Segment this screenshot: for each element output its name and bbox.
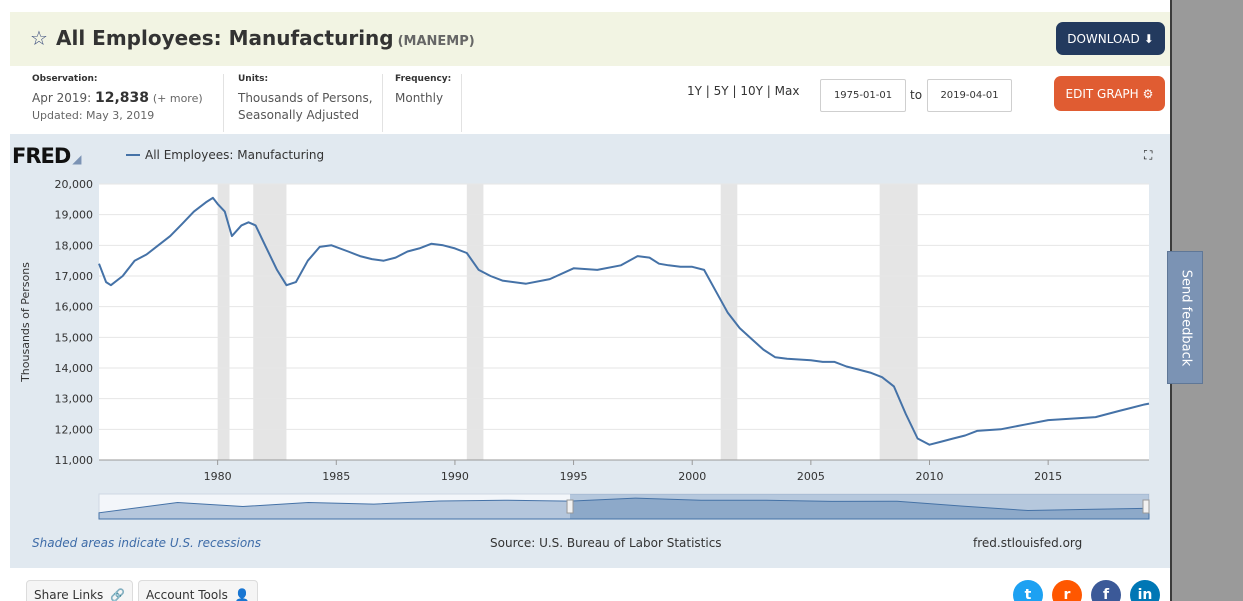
range-sep-3: | xyxy=(766,84,771,98)
y-tick-label-3: 14,000 xyxy=(55,362,94,375)
recession-band-1 xyxy=(253,184,287,460)
star-icon[interactable]: ☆ xyxy=(30,26,48,50)
y-tick-label-4: 15,000 xyxy=(55,331,94,344)
x-tick-label-7: 2015 xyxy=(1034,470,1062,483)
frequency-value: Monthly xyxy=(395,91,444,105)
download-icon: ⬇ xyxy=(1143,31,1154,46)
chart-svg: 11,000 12,000 13,000 14,000 15,000 16,000 17,0… xyxy=(19,178,1150,520)
navigator-handle-left xyxy=(566,499,574,514)
range-max[interactable]: Max xyxy=(774,84,800,98)
observation-date: Apr 2019: xyxy=(32,91,92,105)
range-sep-1: | xyxy=(705,84,710,98)
edit-graph-button[interactable]: EDIT GRAPH ⚙ xyxy=(1054,76,1165,111)
linkedin-icon[interactable]: in xyxy=(1130,580,1160,601)
observation-value: 12,838 xyxy=(94,90,150,106)
x-tick-label-3: 1995 xyxy=(560,470,588,483)
fullscreen-icon[interactable]: ⛶ xyxy=(1144,148,1153,162)
units-line2: Seasonally Adjusted xyxy=(238,108,360,122)
legend-label: All Employees: Manufacturing xyxy=(145,148,325,162)
navigator-series xyxy=(98,497,1150,520)
header-band xyxy=(10,12,1170,66)
y-tick-label-0: 11,000 xyxy=(55,454,94,467)
facebook-icon[interactable]: f xyxy=(1091,580,1121,601)
units-block: Units: Thousands of Persons, Seasonally … xyxy=(238,74,383,132)
legend-line-swatch xyxy=(126,154,140,156)
series-line-manufacturing xyxy=(98,196,1150,446)
x-tick-label-0: 1980 xyxy=(204,470,232,483)
recession-band-2 xyxy=(466,184,484,460)
range-10y[interactable]: 10Y xyxy=(740,84,763,98)
range-1y[interactable]: 1Y xyxy=(687,84,702,98)
recession-band-0 xyxy=(217,184,230,460)
send-feedback-label: Send feedback xyxy=(1178,269,1194,367)
user-icon: 👤 xyxy=(234,588,250,601)
y-tick-label-2: 13,000 xyxy=(55,393,94,406)
plot-area: 11,000 12,000 13,000 14,000 15,000 16,000 17,0… xyxy=(55,178,1150,483)
download-button[interactable]: DOWNLOAD ⬇ xyxy=(1056,22,1165,55)
account-tools-label: Account Tools xyxy=(146,588,228,601)
observation-more-link[interactable]: (+ more) xyxy=(152,92,203,105)
series-id: (MANEMP) xyxy=(397,34,475,49)
reddit-icon[interactable]: r xyxy=(1052,580,1082,601)
range-sep-2: | xyxy=(732,84,737,98)
units-line1: Thousands of Persons, xyxy=(238,91,373,105)
start-date-input[interactable]: 1975-01-01 xyxy=(820,79,906,112)
range-links: 1Y | 5Y | 10Y | Max xyxy=(687,84,799,98)
fred-logo[interactable]: FRED ◢ xyxy=(12,144,82,168)
send-feedback-tab[interactable]: Send feedback xyxy=(1167,251,1203,384)
navigator-handle-right xyxy=(1142,499,1150,514)
page-title: All Employees: Manufacturing (MANEMP) xyxy=(56,26,475,50)
recession-note: Shaded areas indicate U.S. recessions xyxy=(32,536,262,550)
fred-logo-text: FRED xyxy=(12,144,71,168)
frequency-label: Frequency: xyxy=(395,74,452,84)
account-tools-button[interactable]: Account Tools 👤 xyxy=(138,580,258,601)
site-link[interactable]: fred.stlouisfed.org xyxy=(973,536,1083,550)
share-links-button[interactable]: Share Links 🔗 xyxy=(26,580,134,601)
edit-graph-label: EDIT GRAPH xyxy=(1065,86,1139,101)
units-label: Units: xyxy=(238,74,269,84)
x-tick-label-5: 2005 xyxy=(797,470,825,483)
y-tick-label-5: 16,000 xyxy=(55,301,94,314)
x-tick-label-6: 2010 xyxy=(916,470,944,483)
y-tick-label-7: 18,000 xyxy=(55,239,94,252)
navigator-selection xyxy=(570,494,1149,519)
frequency-block: Frequency: Monthly xyxy=(395,74,462,132)
x-tick-label-4: 2000 xyxy=(678,470,706,483)
title-text: All Employees: Manufacturing xyxy=(56,26,394,50)
observation-block: Observation: Apr 2019: 12,838 (+ more) U… xyxy=(32,74,224,132)
observation-label: Observation: xyxy=(32,74,98,84)
updated-date: Updated: May 3, 2019 xyxy=(32,109,155,122)
source-text: Source: U.S. Bureau of Labor Statistics xyxy=(490,536,722,550)
x-tick-label-1: 1985 xyxy=(322,470,350,483)
share-links-label: Share Links xyxy=(34,588,104,601)
y-axis-label: Thousands of Persons xyxy=(19,262,32,383)
y-tick-label-8: 19,000 xyxy=(55,209,94,222)
gear-icon: ⚙ xyxy=(1142,86,1154,101)
range-5y[interactable]: 5Y xyxy=(713,84,729,98)
link-icon: 🔗 xyxy=(110,588,126,601)
y-tick-label-1: 12,000 xyxy=(55,423,94,436)
range-navigator[interactable] xyxy=(98,493,1150,520)
date-to-label: to xyxy=(910,88,923,102)
end-date-input[interactable]: 2019-04-01 xyxy=(927,79,1012,112)
fred-logo-chart-icon: ◢ xyxy=(72,152,81,166)
y-tick-label-9: 20,000 xyxy=(55,178,94,191)
x-tick-label-2: 1990 xyxy=(441,470,469,483)
recession-band-3 xyxy=(720,184,738,460)
twitter-icon[interactable]: t xyxy=(1013,580,1043,601)
download-label: DOWNLOAD xyxy=(1067,31,1140,46)
recession-band-4 xyxy=(879,184,918,460)
y-tick-label-6: 17,000 xyxy=(55,270,94,283)
